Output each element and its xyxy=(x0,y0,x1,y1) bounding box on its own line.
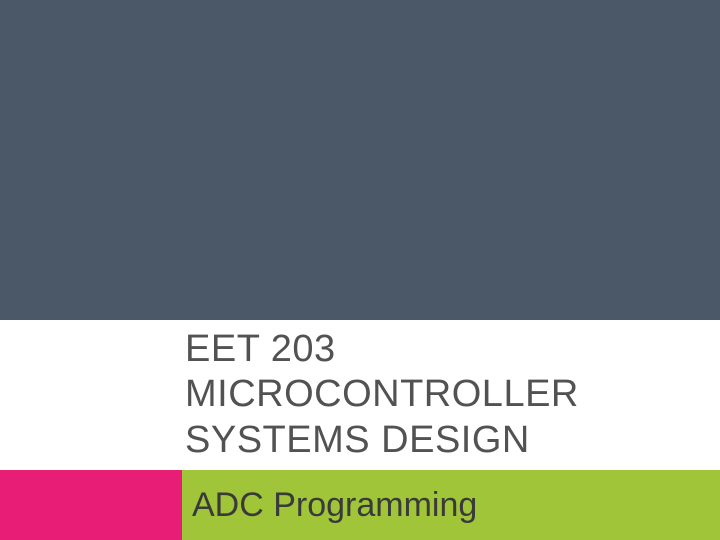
slide-title: EET 203 MICROCONTROLLER SYSTEMS DESIGN xyxy=(185,327,579,464)
title-line-1: EET 203 xyxy=(185,328,336,370)
accent-block xyxy=(0,470,182,540)
title-line-3: SYSTEMS DESIGN xyxy=(185,419,530,461)
top-band xyxy=(0,0,720,320)
title-band: EET 203 MICROCONTROLLER SYSTEMS DESIGN xyxy=(0,320,720,470)
bottom-row: ADC Programming xyxy=(0,470,720,540)
subtitle-block: ADC Programming xyxy=(182,470,720,540)
title-line-2: MICROCONTROLLER xyxy=(185,373,579,415)
slide: EET 203 MICROCONTROLLER SYSTEMS DESIGN A… xyxy=(0,0,720,540)
slide-subtitle: ADC Programming xyxy=(192,486,477,525)
